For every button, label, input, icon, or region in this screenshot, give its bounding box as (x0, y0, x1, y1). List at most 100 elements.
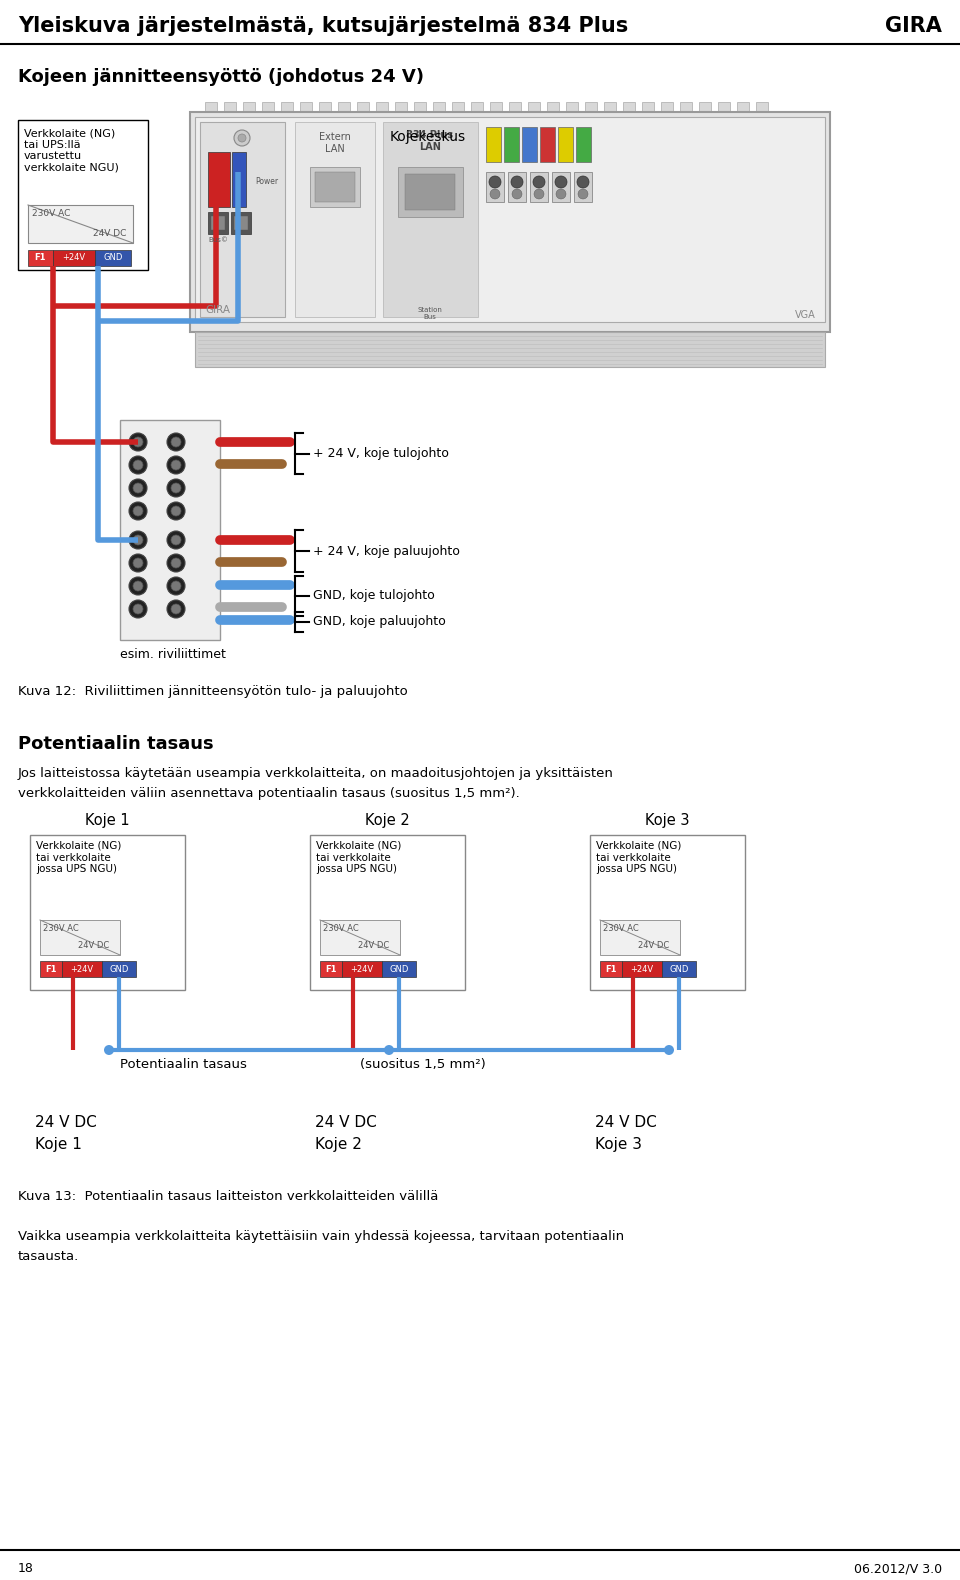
Circle shape (167, 531, 185, 548)
Text: Jos laitteistossa käytetään useampia verkkolaitteita, on maadoitusjohtojen ja yk: Jos laitteistossa käytetään useampia ver… (18, 766, 613, 781)
Text: Koje 3: Koje 3 (645, 814, 689, 828)
Text: esim. riviliittimet: esim. riviliittimet (120, 648, 226, 660)
Bar (530, 172, 548, 202)
Text: 24V DC: 24V DC (93, 229, 127, 239)
Bar (604, 103, 616, 114)
Text: VGA: VGA (795, 310, 816, 321)
Circle shape (578, 190, 588, 199)
Text: Bus©: Bus© (208, 237, 228, 243)
Bar (522, 126, 537, 163)
Text: Verkkolaite (NG)
tai verkkolaite
jossa UPS NGU): Verkkolaite (NG) tai verkkolaite jossa U… (316, 841, 401, 874)
Bar (382, 961, 416, 976)
Circle shape (129, 555, 147, 572)
Bar (95, 250, 131, 265)
Circle shape (167, 457, 185, 474)
Circle shape (533, 175, 545, 188)
Bar (224, 103, 236, 114)
Circle shape (129, 479, 147, 498)
Text: Verkkolaite (NG)
tai verkkolaite
jossa UPS NGU): Verkkolaite (NG) tai verkkolaite jossa U… (36, 841, 121, 874)
Circle shape (664, 1044, 674, 1055)
Bar (576, 126, 591, 163)
Text: GIRA: GIRA (205, 305, 230, 314)
Text: 24V DC: 24V DC (78, 942, 109, 950)
Bar (243, 103, 255, 114)
Bar (234, 216, 248, 231)
Bar (320, 961, 342, 976)
Bar (504, 126, 519, 163)
Text: Kojeen jännitteensyöttö (johdotus 24 V): Kojeen jännitteensyöttö (johdotus 24 V) (18, 68, 424, 85)
Text: Potentiaalin tasaus: Potentiaalin tasaus (120, 1059, 247, 1071)
Text: 834 Plus
LAN: 834 Plus LAN (406, 130, 453, 152)
Bar (28, 205, 133, 243)
Bar (315, 172, 355, 202)
Bar (18, 120, 148, 270)
Bar (300, 103, 312, 114)
Bar (623, 103, 635, 114)
Circle shape (234, 130, 250, 145)
Bar (319, 103, 331, 114)
Text: Koje 1: Koje 1 (84, 814, 130, 828)
Text: GND: GND (669, 964, 688, 973)
Circle shape (133, 536, 143, 545)
Bar (62, 961, 102, 976)
Bar (102, 961, 136, 976)
Text: 24V DC: 24V DC (638, 942, 669, 950)
Circle shape (129, 531, 147, 548)
Text: Yleiskuva järjestelmästä, kutsujärjestelmä 834 Plus: Yleiskuva järjestelmästä, kutsujärjestel… (18, 16, 628, 36)
Bar (205, 103, 217, 114)
Text: +24V: +24V (62, 253, 85, 262)
Bar (200, 122, 285, 318)
Text: 24V DC: 24V DC (358, 942, 389, 950)
Text: F1: F1 (35, 253, 46, 262)
Bar (718, 103, 730, 114)
Text: Potentiaalin tasaus: Potentiaalin tasaus (18, 735, 214, 754)
Text: Kuva 13:  Potentiaalin tasaus laitteiston verkkolaitteiden välillä: Kuva 13: Potentiaalin tasaus laitteiston… (18, 1190, 439, 1202)
Circle shape (577, 175, 589, 188)
Bar (540, 126, 555, 163)
Bar (662, 961, 696, 976)
Bar (414, 103, 426, 114)
Bar (190, 112, 830, 332)
Circle shape (129, 457, 147, 474)
Circle shape (171, 438, 181, 447)
Bar (756, 103, 768, 114)
Bar (310, 167, 360, 207)
Circle shape (556, 190, 566, 199)
Text: 18: 18 (18, 1563, 34, 1575)
Bar (40, 920, 120, 954)
Text: Kuva 12:  Riviliittimen jännitteensyötön tulo- ja paluujohto: Kuva 12: Riviliittimen jännitteensyötön … (18, 686, 408, 698)
Text: GND: GND (104, 253, 123, 262)
Circle shape (129, 577, 147, 596)
Bar (508, 172, 526, 202)
Bar (486, 172, 504, 202)
Bar (320, 920, 400, 954)
Bar (622, 961, 662, 976)
Text: 24 V DC: 24 V DC (595, 1115, 657, 1130)
Bar (642, 103, 654, 114)
Bar (262, 103, 274, 114)
Text: Verkkolaite (NG)
tai verkkolaite
jossa UPS NGU): Verkkolaite (NG) tai verkkolaite jossa U… (596, 841, 682, 874)
Bar (40, 961, 62, 976)
Text: verkkolaitteiden väliin asennettava potentiaalin tasaus (suositus 1,5 mm²).: verkkolaitteiden väliin asennettava pote… (18, 787, 519, 799)
Circle shape (171, 483, 181, 493)
Bar (195, 117, 825, 322)
Text: Extern
LAN: Extern LAN (319, 133, 351, 153)
Bar (452, 103, 464, 114)
Bar (699, 103, 711, 114)
Text: 230V AC: 230V AC (32, 209, 70, 218)
Circle shape (171, 460, 181, 469)
Circle shape (171, 581, 181, 591)
Bar (547, 103, 559, 114)
Text: +24V: +24V (631, 964, 654, 973)
Bar (490, 103, 502, 114)
Text: Station
Bus: Station Bus (418, 307, 443, 321)
Bar (231, 212, 251, 234)
Bar (590, 834, 745, 991)
Circle shape (511, 175, 523, 188)
Circle shape (555, 175, 567, 188)
Circle shape (167, 502, 185, 520)
Circle shape (133, 581, 143, 591)
Text: Power: Power (255, 177, 278, 186)
Bar (295, 122, 375, 318)
Bar (552, 172, 570, 202)
